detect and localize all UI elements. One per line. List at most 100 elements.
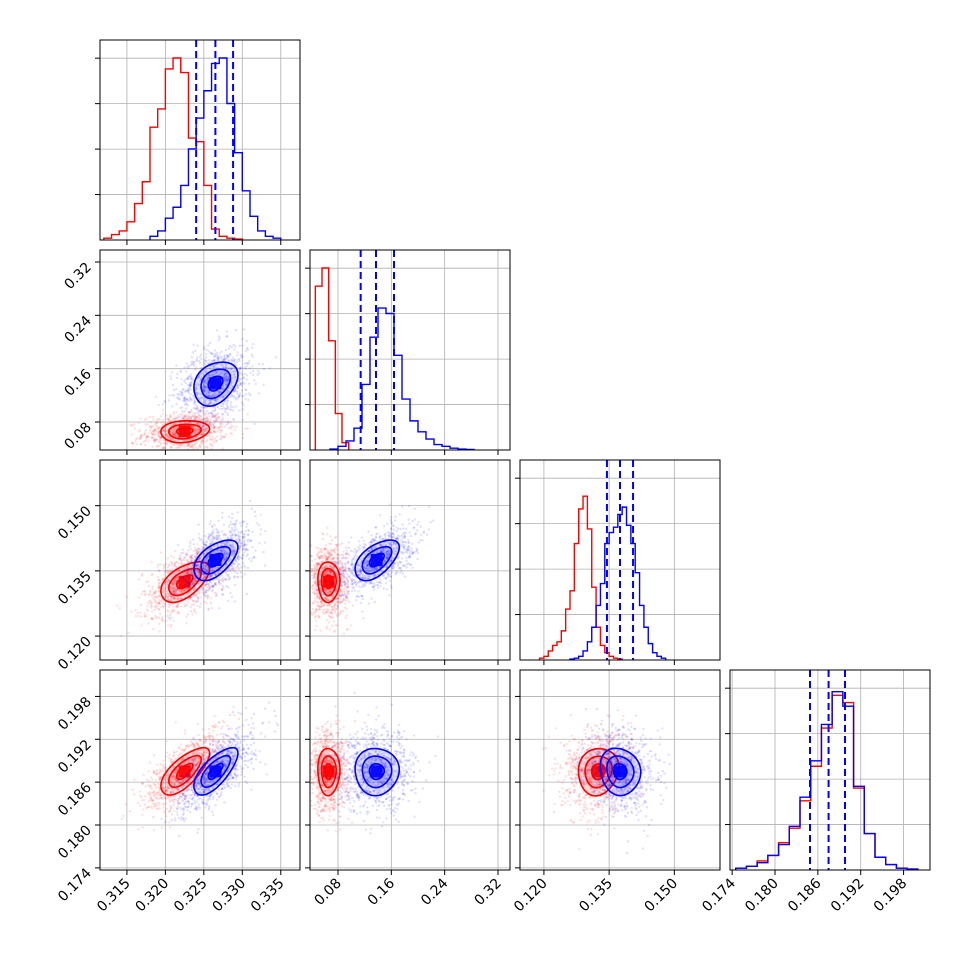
scatter-point [225,357,229,360]
scatter-point [178,415,181,419]
scatter-point [234,538,238,541]
scatter-point [203,413,206,416]
scatter-point [230,346,233,349]
scatter-point [151,472,153,474]
scatter-point [192,599,195,603]
scatter-point [234,398,237,401]
scatter-point [233,348,236,351]
scatter-point [186,399,190,402]
scatter-point [169,424,172,427]
scatter-point [183,416,187,419]
scatter-point [227,379,230,382]
scatter-point [242,535,245,538]
scatter-point [164,401,167,404]
scatter-point [207,392,211,395]
scatter-point [219,364,223,367]
scatter-point [325,625,328,628]
scatter-point [199,377,202,380]
scatter-point [345,546,348,549]
scatter-point [154,423,157,426]
scatter-point [315,600,319,604]
scatter-point [199,392,202,396]
scatter-point [216,536,219,540]
scatter-point [205,445,209,449]
scatter-point [201,429,205,432]
scatter-point [204,419,207,422]
scatter-point [303,592,305,594]
scatter-point [230,359,233,362]
scatter-point [160,601,164,604]
scatter-point [335,545,339,548]
scatter-point [172,422,175,426]
scatter-point [229,591,232,595]
scatter-point [185,593,188,596]
scatter-point [179,406,182,410]
scatter-point [177,562,180,566]
scatter-point [211,373,214,376]
scatter-point [160,618,164,621]
histogram-series-0 [538,495,623,660]
scatter-point [355,599,358,602]
scatter-point [238,379,241,383]
scatter-point [181,589,185,592]
scatter-point [150,436,153,439]
scatter-point [153,433,156,436]
scatter-point [205,565,208,568]
scatter-point [193,582,196,586]
scatter-point [197,376,200,379]
scatter-point [213,424,216,427]
scatter-point [220,429,223,432]
scatter-point [224,380,227,383]
scatter-point [224,377,228,380]
scatter-point [189,583,192,586]
scatter-point [227,422,230,425]
scatter-point [152,429,155,432]
scatter-point [209,431,212,434]
scatter-point [248,557,251,561]
scatter-point [205,427,209,430]
scatter-point [214,419,218,423]
scatter-point [173,417,177,421]
scatter-point [140,434,143,437]
scatter-point [187,600,190,604]
x-tick-label: 0.198 [871,876,911,916]
scatter-point [184,588,187,591]
scatter-point [149,601,153,604]
scatter-point [185,377,189,380]
scatter-point [233,375,236,379]
scatter-point [225,375,228,378]
scatter-point [200,588,203,591]
scatter-point [188,364,191,367]
scatter-point [164,586,167,589]
scatter-point [195,405,199,408]
scatter-point [243,362,246,365]
scatter-point [389,503,392,506]
scatter-point [313,599,317,603]
scatter-point [194,408,198,411]
scatter-point [167,563,171,567]
scatter-point [241,520,244,523]
scatter-point [224,366,228,369]
scatter-point [157,601,160,604]
scatter-point [203,346,206,349]
scatter-point [263,541,267,544]
scatter-point [208,586,211,589]
scatter-point [203,534,207,538]
scatter-point [151,432,154,436]
scatter-point [338,543,341,546]
scatter-point [165,443,169,446]
scatter-point [157,444,161,448]
scatter-point [156,426,159,430]
scatter-point [143,418,147,421]
scatter-point [183,410,187,413]
scatter-point [400,569,403,572]
scatter-point [312,564,315,567]
scatter-point [199,581,202,584]
scatter-point [333,629,336,632]
scatter-point [217,355,220,358]
scatter-point [209,431,212,434]
scatter-point [322,609,325,612]
scatter-point [222,402,225,405]
scatter-point [158,578,161,582]
scatter-point [187,418,190,421]
